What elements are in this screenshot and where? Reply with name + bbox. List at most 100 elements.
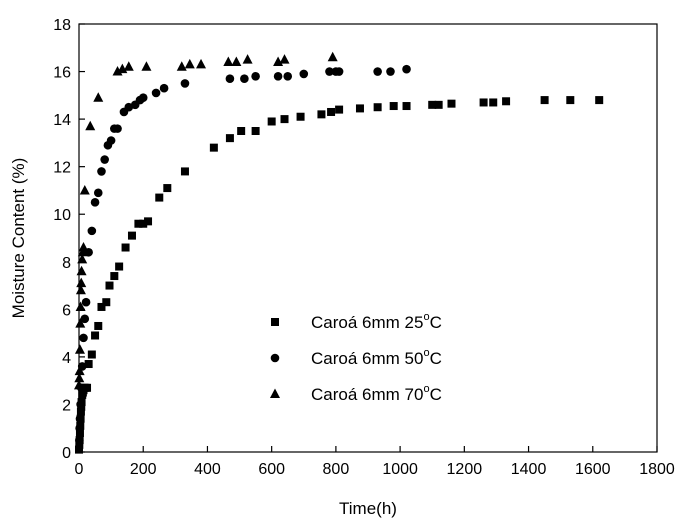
data-point <box>242 54 253 64</box>
data-point <box>251 72 260 81</box>
data-point <box>74 372 85 383</box>
legend-marker <box>270 388 280 398</box>
legend-label-main: Caroá 6mm 25 <box>311 313 423 332</box>
data-point <box>97 302 106 311</box>
legend-label-main: Caroá 6mm 50 <box>311 349 423 368</box>
legend-label: Caroá 6mm 70oC <box>311 383 442 404</box>
y-tick-label: 18 <box>53 17 71 34</box>
data-point <box>296 112 305 121</box>
data-point <box>335 105 344 114</box>
data-point <box>112 66 123 76</box>
data-point <box>373 103 382 112</box>
data-point <box>81 297 91 307</box>
data-point <box>155 193 164 202</box>
data-point <box>325 67 334 76</box>
data-point <box>93 92 104 102</box>
data-point <box>75 318 86 328</box>
data-point <box>334 67 344 76</box>
data-point <box>223 56 234 67</box>
data-point <box>115 262 124 271</box>
x-axis-label: Time(h) <box>339 499 397 518</box>
legend-label: Caroá 6mm 50oC <box>311 347 442 368</box>
data-point <box>355 104 364 113</box>
y-axis-label: Moisture Content (%) <box>9 158 28 319</box>
x-tick-label: 800 <box>323 461 350 478</box>
y-tick-label: 10 <box>53 207 71 224</box>
legend-label-main: Caroá 6mm 70 <box>311 385 423 404</box>
data-point <box>77 253 88 264</box>
data-point <box>75 301 86 311</box>
data-point <box>76 400 85 409</box>
legend-label-degree: o <box>423 383 429 395</box>
plot-area-frame <box>78 23 658 453</box>
data-markers <box>74 51 604 454</box>
y-tick-label: 4 <box>62 350 71 367</box>
data-point <box>373 67 382 76</box>
data-point <box>163 184 172 193</box>
data-point <box>75 423 84 433</box>
data-point <box>540 96 549 105</box>
series-circle <box>75 64 411 445</box>
data-point <box>434 100 443 109</box>
data-point <box>595 96 604 105</box>
legend-marker <box>271 318 279 326</box>
x-tick-label: 1000 <box>382 461 418 478</box>
data-point <box>231 56 242 67</box>
data-point <box>75 414 85 424</box>
data-point <box>225 134 234 143</box>
data-point <box>83 383 92 392</box>
data-point <box>102 298 111 307</box>
x-tick-label: 200 <box>130 461 157 478</box>
data-point <box>76 407 85 416</box>
data-point <box>100 155 109 164</box>
data-point <box>75 440 84 449</box>
y-tick-label: 0 <box>62 445 71 462</box>
y-tick-label: 6 <box>62 302 71 319</box>
data-point <box>225 74 235 83</box>
data-point <box>117 63 128 74</box>
data-point <box>180 79 190 88</box>
y-tick-label: 14 <box>53 112 71 129</box>
legend-label-unit: C <box>430 349 442 368</box>
data-point <box>84 360 93 369</box>
data-point <box>273 56 284 67</box>
data-point <box>127 231 136 240</box>
data-point <box>180 167 189 176</box>
x-tick-label: 600 <box>258 461 285 478</box>
legend-item: Caroá 6mm 50oC <box>270 347 442 368</box>
y-axis-ticks: 0 2 4 6 8 10 12 14 16 18 <box>53 17 85 462</box>
data-point <box>317 110 326 119</box>
data-point <box>77 246 88 257</box>
legend-item: Caroá 6mm 70oC <box>270 383 442 404</box>
data-point <box>184 58 195 69</box>
legend-label-unit: C <box>430 313 442 332</box>
legend-label-unit: C <box>430 385 442 404</box>
data-point <box>299 69 309 79</box>
data-point <box>389 102 398 111</box>
data-point <box>87 350 96 359</box>
data-point <box>327 51 338 62</box>
series-triangle <box>74 51 338 390</box>
data-point <box>489 98 498 107</box>
data-point <box>105 281 114 290</box>
data-point <box>479 98 488 107</box>
data-point <box>151 88 161 98</box>
data-point <box>79 184 90 195</box>
y-tick-label: 16 <box>53 65 71 82</box>
series-square <box>75 96 604 454</box>
data-point <box>79 333 88 343</box>
data-point <box>106 136 116 145</box>
data-point <box>94 321 103 330</box>
data-point <box>196 58 207 69</box>
data-point <box>428 100 437 109</box>
data-point <box>566 96 575 105</box>
data-point <box>91 331 100 340</box>
x-tick-label: 1600 <box>575 461 611 478</box>
data-point <box>97 167 106 176</box>
y-tick-label: 2 <box>62 397 71 414</box>
data-point <box>138 93 148 103</box>
data-point <box>123 61 134 71</box>
data-point <box>93 188 103 198</box>
data-point <box>75 435 84 445</box>
